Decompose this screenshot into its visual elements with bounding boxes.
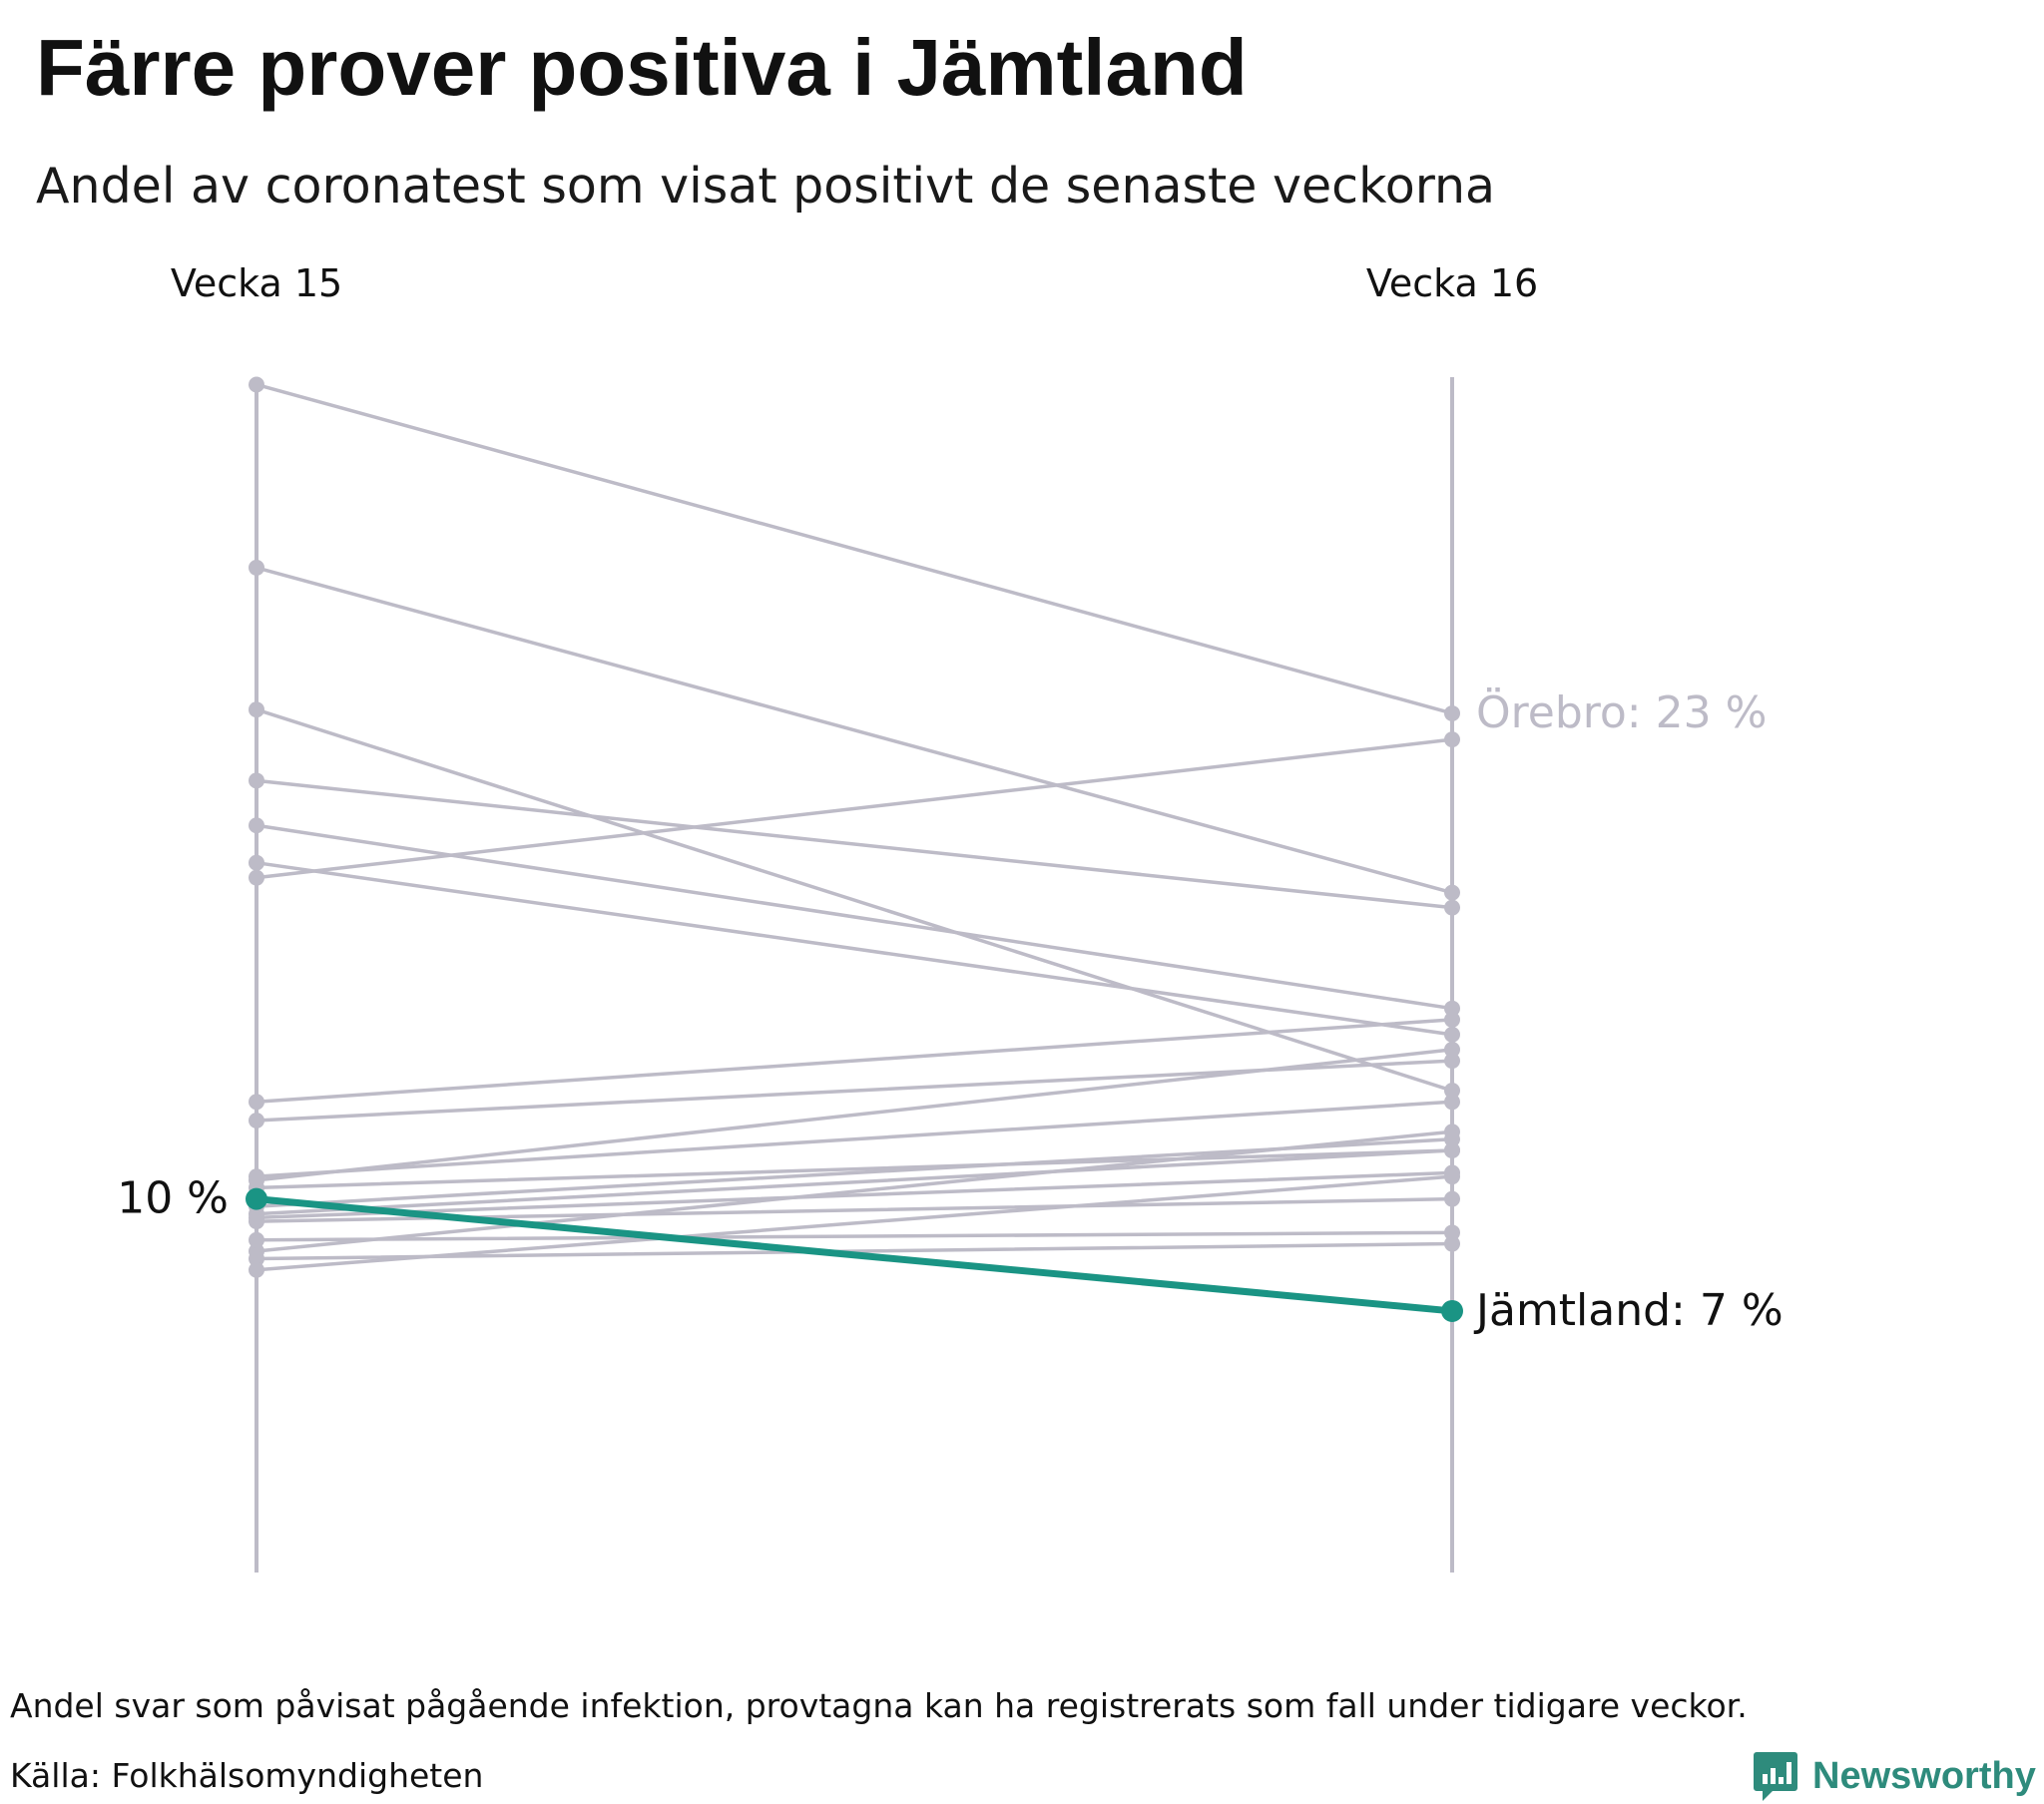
series-line <box>255 1148 1454 1216</box>
data-point <box>1444 884 1460 901</box>
data-point <box>249 869 264 886</box>
highlight-series-line <box>253 1195 1456 1315</box>
series-line <box>255 1170 1454 1220</box>
highlight-point <box>1441 1299 1463 1322</box>
data-point <box>1444 1083 1460 1100</box>
series-line <box>255 1174 1454 1272</box>
data-point <box>1444 1094 1460 1111</box>
data-point <box>1444 1041 1460 1058</box>
data-point <box>249 772 264 789</box>
series-line <box>255 707 1454 1093</box>
data-point <box>249 1168 264 1185</box>
series-line <box>255 1241 1454 1261</box>
data-point <box>249 559 264 576</box>
series-line <box>255 566 1454 895</box>
data-point <box>249 376 264 393</box>
data-point <box>1444 1124 1460 1140</box>
data-point <box>249 817 264 834</box>
series-line <box>255 1129 1454 1253</box>
data-point <box>1444 1168 1460 1185</box>
data-point <box>1444 731 1460 748</box>
series-line <box>255 1100 1454 1178</box>
series-line <box>255 1148 1454 1190</box>
footnote: Andel svar som påvisat pågående infektio… <box>10 1686 1748 1725</box>
series-end-label: Örebro: 23 % <box>1476 686 1767 738</box>
series-line <box>255 737 1454 880</box>
chart-title: Färre prover positiva i Jämtland <box>36 23 1248 112</box>
highlight-end-label: Jämtland: 7 % <box>1473 1285 1784 1336</box>
series-line <box>255 823 1454 1011</box>
data-point <box>249 701 264 718</box>
start-value-label: 10 % <box>117 1173 229 1224</box>
series-line <box>255 1048 1454 1182</box>
newsworthy-logo-icon <box>1754 1752 1797 1801</box>
series-line <box>255 382 1454 715</box>
data-point <box>249 1250 264 1267</box>
series-line <box>255 778 1454 910</box>
series-line <box>255 1018 1454 1105</box>
axes <box>255 377 1454 1573</box>
series-points <box>246 376 1463 1322</box>
data-point <box>249 1261 264 1278</box>
data-point <box>1444 1026 1460 1043</box>
data-point <box>1444 1224 1460 1241</box>
data-point <box>1444 1235 1460 1252</box>
data-point <box>1444 1190 1460 1207</box>
source-note: Källa: Folkhälsomyndigheten <box>10 1756 484 1795</box>
column-header: Vecka 16 <box>1366 261 1538 305</box>
brand: Newsworthy <box>1753 1748 2036 1804</box>
series-line <box>255 1230 1454 1242</box>
data-point <box>249 1094 264 1111</box>
data-point <box>1444 1053 1460 1070</box>
highlight-point <box>246 1187 267 1210</box>
data-point <box>1444 899 1460 916</box>
chart-subtitle: Andel av coronatest som visat positivt d… <box>36 158 1496 215</box>
brand-name: Newsworthy <box>1812 1754 2036 1797</box>
data-point <box>1444 1000 1460 1017</box>
data-point <box>1444 1141 1460 1158</box>
data-point <box>249 1231 264 1248</box>
data-point <box>1444 1011 1460 1028</box>
data-point <box>249 1205 264 1222</box>
series-lines <box>253 382 1456 1315</box>
data-point <box>1444 704 1460 721</box>
data-point <box>249 854 264 871</box>
data-point <box>249 1113 264 1129</box>
data-labels: Vecka 15 Vecka 16 Örebro: 23 % Jämtland: 7 … <box>117 261 1783 1336</box>
column-header: Vecka 15 <box>171 261 342 305</box>
series-line <box>255 860 1454 1037</box>
